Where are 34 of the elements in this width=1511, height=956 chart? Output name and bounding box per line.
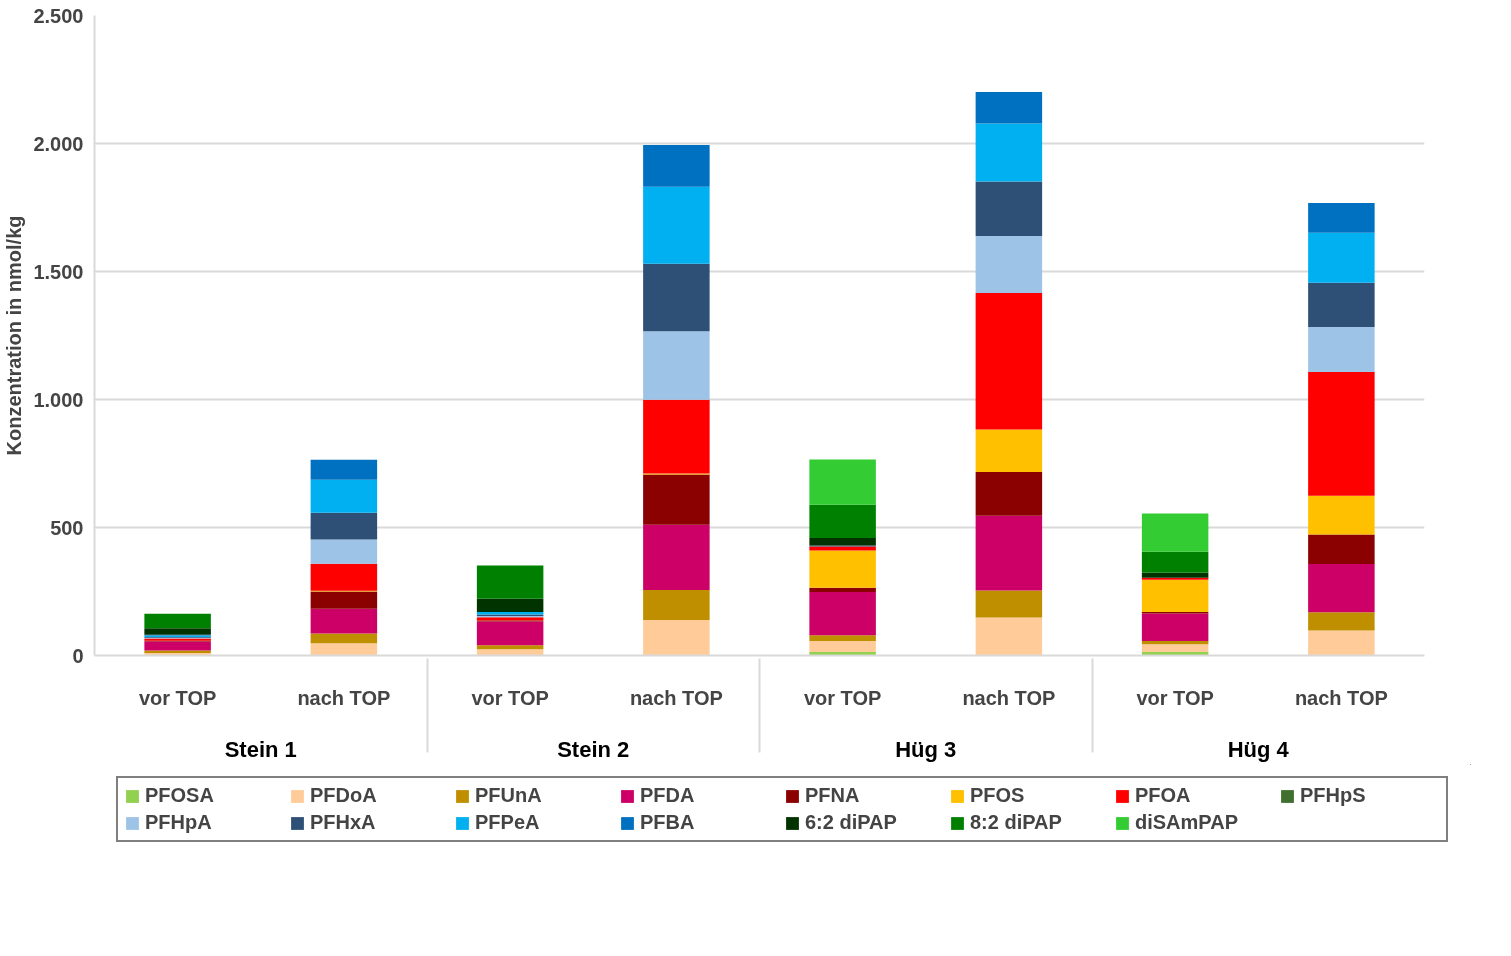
legend-label: PFPeA (475, 811, 541, 834)
y-tick-label: 1.000 (33, 388, 84, 411)
y-tick-label: 2.000 (33, 132, 84, 155)
legend-label: PFHpA (145, 811, 213, 834)
legend-label: PFUnA (475, 784, 543, 807)
x-tick-label: nach TOP (297, 686, 391, 709)
y-tick-label: 500 (50, 516, 84, 539)
legend-label: 8:2 diPAP (970, 811, 1063, 834)
legend-label: PFOSA (145, 784, 215, 807)
y-tick-label: 2.500 (33, 4, 84, 27)
legend-label: diSAmPAP (1135, 811, 1239, 834)
text: Hüg 4 (1227, 736, 1290, 762)
text: Stein 2 (557, 736, 630, 762)
x-tick-label: vor TOP (138, 686, 217, 709)
y-tick-label: 1.500 (33, 260, 84, 283)
y-axis-title: Konzentration in nmol/kg (3, 215, 26, 456)
x-tick-label: vor TOP (803, 686, 882, 709)
x-tick-label: nach TOP (1294, 686, 1388, 709)
legend-label: PFDA (640, 784, 696, 807)
legend-label: PFOS (970, 784, 1026, 807)
legend-label: PFNA (805, 784, 861, 807)
y-tick-label: 0 (72, 644, 84, 667)
text: Hüg 3 (895, 736, 957, 762)
legend-label: PFOA (1135, 784, 1192, 807)
x-tick-label: vor TOP (471, 686, 549, 709)
text: Stein 1 (224, 736, 297, 762)
legend-label: PFHpS (1300, 784, 1367, 807)
legend-label: PFHxA (310, 811, 377, 834)
x-tick-label: nach TOP (962, 686, 1056, 709)
legend-label: 6:2 diPAP (805, 811, 898, 834)
legend-label: PFBA (640, 811, 696, 834)
x-tick-label: nach TOP (629, 686, 723, 709)
legend-label: PFDoA (310, 784, 378, 807)
x-tick-label: vor TOP (1136, 686, 1214, 709)
